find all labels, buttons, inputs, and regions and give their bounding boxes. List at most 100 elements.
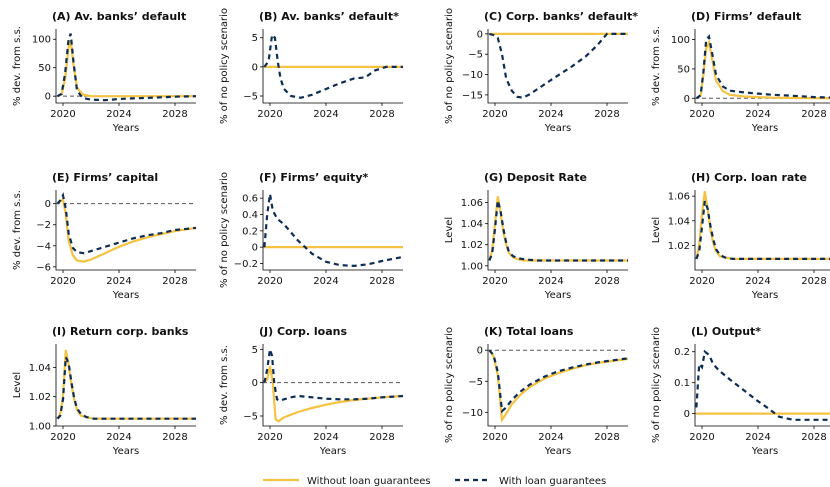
x-axis-label: Years [544, 290, 571, 301]
y-axis-label: % of no policy scenario [444, 327, 455, 443]
y-tick-label: 1.00 [29, 422, 51, 433]
chart-title: (H) Corp. loan rate [691, 171, 807, 184]
x-tick-label: 2028 [801, 276, 826, 287]
axes [55, 29, 196, 104]
y-tick-label: −5 [243, 412, 258, 423]
chart-panel: (G) Deposit Rate 1.00 1.02 1.04 1.06 2020 2024… [444, 171, 628, 301]
axes [262, 29, 403, 104]
x-tick-label: 2024 [538, 432, 563, 443]
y-tick-label: 0 [477, 29, 483, 40]
chart-panel: (C) Corp. banks’ default* −15 −10 −5 0 2020 20… [444, 8, 638, 134]
series-line-without [263, 365, 404, 423]
y-tick-label: 1.02 [461, 240, 483, 251]
y-tick-label: 1.02 [29, 392, 51, 403]
axes [694, 190, 830, 271]
chart-title: (F) Firms’ equity* [259, 171, 368, 184]
chart-panel: (H) Corp. loan rate 1.02 1.04 1.06 2020 2024 2… [651, 171, 830, 301]
x-axis-label: Years [751, 290, 778, 301]
x-tick-label: 2020 [482, 109, 507, 120]
legend-label-with: With loan guarantees [499, 476, 606, 487]
y-tick-label: 50 [38, 63, 51, 74]
y-axis-label: % of no policy scenario [219, 8, 230, 124]
x-tick-label: 2024 [538, 109, 563, 120]
x-tick-label: 2024 [313, 432, 338, 443]
chart-panel: (K) Total loans −10 −5 0 2020 2024 2028 Years % … [444, 325, 629, 457]
y-tick-label: −5 [243, 92, 258, 103]
x-tick-label: 2020 [689, 109, 714, 120]
axes [487, 29, 628, 104]
x-tick-label: 2028 [801, 432, 826, 443]
y-tick-label: 0 [684, 409, 690, 420]
chart-panel: (I) Return corp. banks 1.00 1.02 1.04 2020 20… [12, 325, 196, 457]
series-line-with [263, 32, 403, 99]
x-tick-label: 2024 [745, 109, 770, 120]
y-tick-label: 0 [45, 92, 51, 103]
y-tick-label: 0 [477, 346, 483, 357]
chart-panel: (D) Firms’ default 0 50 100 2020 2024 2028 Year… [651, 10, 830, 134]
y-axis-label: % dev. from s.s. [12, 190, 23, 270]
x-tick-label: 2024 [745, 276, 770, 287]
y-axis-label: % of no policy scenario [651, 327, 662, 443]
chart-title: (C) Corp. banks’ default* [484, 10, 638, 23]
legend: Without loan guarantees With loan guaran… [263, 476, 606, 487]
x-tick-label: 2028 [162, 109, 187, 120]
y-tick-label: 1.00 [461, 261, 483, 272]
series-line-without [56, 40, 196, 98]
x-tick-label: 2028 [594, 276, 619, 287]
y-tick-label: 0 [252, 62, 258, 73]
x-tick-label: 2024 [106, 432, 131, 443]
series-line-with [488, 349, 629, 414]
y-tick-label: 0.6 [242, 194, 258, 205]
chart-panel: (B) Av. banks’ default* −5 0 5 2020 2024 2028%… [219, 8, 403, 124]
series-line-without [695, 38, 830, 100]
chart-title: (A) Av. banks’ default [52, 10, 186, 23]
y-tick-label: 1.06 [461, 198, 483, 209]
axes [55, 190, 196, 271]
y-tick-label: −0.2 [234, 259, 258, 270]
x-axis-label: Years [112, 123, 139, 134]
x-tick-label: 2024 [106, 276, 131, 287]
y-tick-label: 1.02 [668, 241, 690, 252]
x-tick-label: 2024 [745, 432, 770, 443]
series-line-without [56, 349, 196, 420]
series-line-with [56, 352, 196, 420]
x-tick-label: 2024 [106, 109, 131, 120]
y-tick-label: 0.1 [674, 378, 690, 389]
y-tick-label: 0.4 [242, 210, 258, 221]
chart-title: (I) Return corp. banks [52, 325, 189, 338]
axes [694, 344, 830, 427]
x-tick-label: 2028 [594, 109, 619, 120]
series-line-with [695, 349, 830, 421]
x-tick-label: 2028 [162, 276, 187, 287]
y-tick-label: 1.04 [461, 219, 483, 230]
chart-panel: (L) Output* 0 0.1 0.2 2020 2024 2028 Years % of … [651, 325, 830, 457]
chart-title: (G) Deposit Rate [484, 171, 587, 184]
chart-panel: (E) Firms’ capital −6 −4 −2 0 2020 2024 2028 Yea… [12, 171, 197, 301]
axes [487, 344, 628, 427]
y-tick-label: 100 [32, 35, 51, 46]
chart-title: (L) Output* [691, 325, 761, 338]
x-tick-label: 2024 [538, 276, 563, 287]
x-tick-label: 2020 [50, 276, 75, 287]
legend-label-without: Without loan guarantees [307, 476, 431, 487]
series-line-with [488, 200, 628, 262]
axes [487, 190, 628, 271]
y-tick-label: −10 [462, 70, 483, 81]
x-tick-label: 2020 [257, 276, 282, 287]
x-tick-label: 2020 [257, 109, 282, 120]
y-tick-label: 0.2 [674, 347, 690, 358]
chart-title: (J) Corp. loans [259, 325, 347, 338]
series-line-with [263, 193, 404, 268]
y-tick-label: −15 [462, 90, 483, 101]
chart-panel: (A) Av. banks’ default 0 50 100 2020 2024 2028… [12, 10, 197, 134]
y-tick-label: 5 [252, 33, 258, 44]
axes [694, 29, 830, 104]
y-tick-label: −4 [36, 241, 51, 252]
series-line-with [695, 34, 830, 100]
x-tick-label: 2028 [369, 276, 394, 287]
series-line-without [695, 191, 830, 260]
chart-title: (D) Firms’ default [691, 10, 801, 23]
x-tick-label: 2020 [689, 432, 714, 443]
y-axis-label: % of no policy scenario [219, 172, 230, 288]
